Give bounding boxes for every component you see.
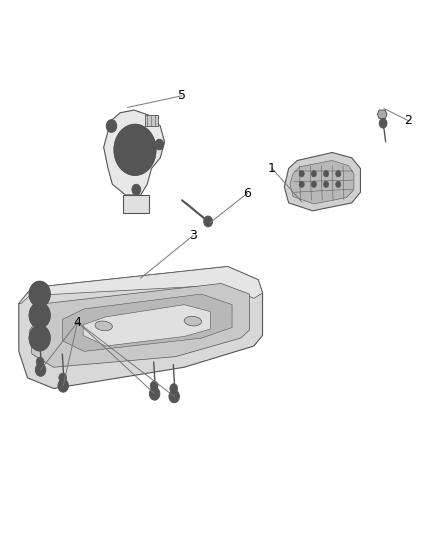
Circle shape: [169, 390, 180, 403]
Polygon shape: [104, 110, 165, 195]
Circle shape: [311, 171, 317, 177]
Circle shape: [171, 393, 177, 400]
Circle shape: [34, 331, 46, 345]
Circle shape: [58, 379, 68, 392]
Polygon shape: [19, 266, 262, 304]
Circle shape: [323, 181, 328, 188]
Circle shape: [132, 147, 138, 153]
Circle shape: [106, 119, 117, 132]
Text: 1: 1: [268, 162, 276, 175]
Circle shape: [155, 139, 164, 150]
Circle shape: [29, 281, 50, 307]
Circle shape: [336, 171, 341, 177]
Circle shape: [336, 181, 341, 188]
Polygon shape: [30, 284, 250, 367]
Circle shape: [152, 390, 158, 398]
Ellipse shape: [184, 316, 201, 326]
Circle shape: [38, 366, 44, 374]
Circle shape: [379, 118, 387, 128]
Circle shape: [60, 382, 66, 390]
Polygon shape: [19, 266, 262, 389]
Circle shape: [114, 124, 156, 175]
Polygon shape: [378, 110, 387, 118]
Circle shape: [149, 387, 160, 400]
Circle shape: [204, 216, 212, 227]
Circle shape: [299, 181, 304, 188]
Text: 5: 5: [178, 89, 186, 102]
Text: 6: 6: [244, 187, 251, 200]
Circle shape: [132, 184, 141, 195]
Polygon shape: [83, 305, 210, 346]
Text: 4: 4: [74, 316, 81, 329]
Polygon shape: [62, 294, 232, 351]
Circle shape: [311, 181, 317, 188]
Circle shape: [35, 364, 46, 376]
Polygon shape: [284, 152, 360, 211]
Text: 3: 3: [189, 229, 197, 242]
Polygon shape: [290, 160, 354, 204]
Circle shape: [29, 303, 50, 328]
Circle shape: [150, 381, 158, 391]
Polygon shape: [123, 195, 149, 214]
Circle shape: [59, 373, 67, 383]
Polygon shape: [145, 115, 158, 126]
Ellipse shape: [95, 321, 112, 331]
Circle shape: [29, 325, 50, 351]
Circle shape: [323, 171, 328, 177]
Circle shape: [125, 138, 145, 161]
Text: 2: 2: [404, 114, 412, 127]
Circle shape: [34, 309, 46, 322]
Circle shape: [170, 384, 178, 393]
Circle shape: [299, 171, 304, 177]
Circle shape: [34, 287, 46, 301]
Circle shape: [36, 357, 44, 367]
